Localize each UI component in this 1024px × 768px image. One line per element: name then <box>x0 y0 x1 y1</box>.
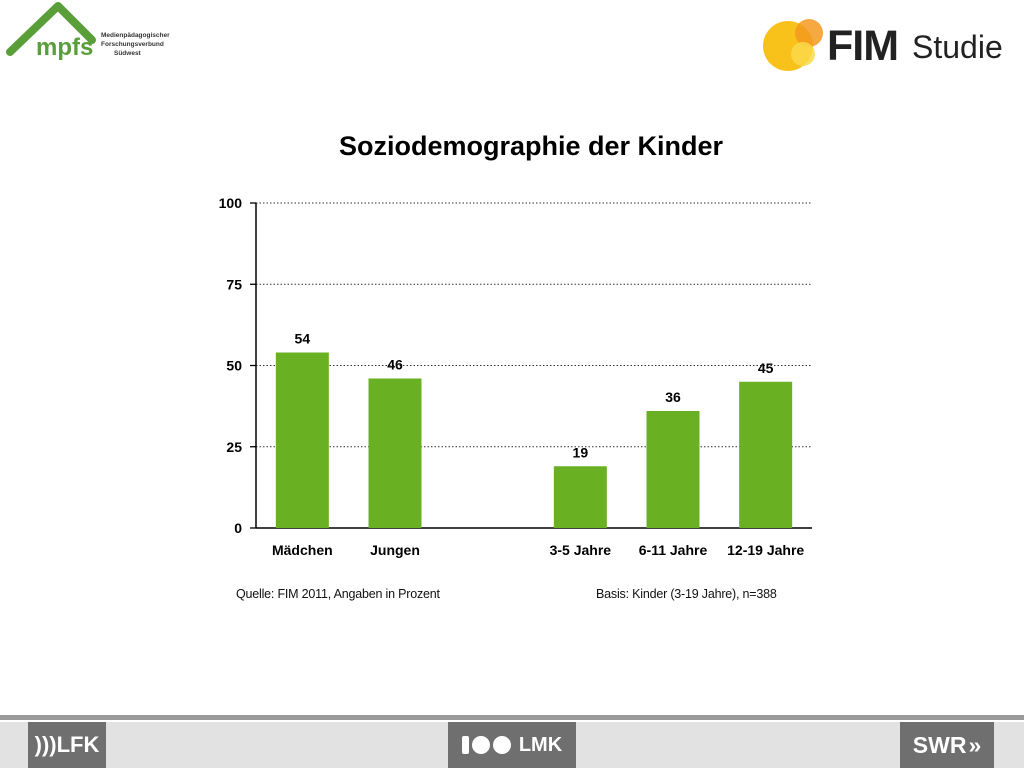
bar <box>646 411 700 528</box>
swr-chevrons-icon: » <box>968 731 982 758</box>
bar <box>275 352 329 528</box>
footer-rule <box>0 715 1024 720</box>
x-tick-label: Jungen <box>370 542 420 558</box>
source-note: Quelle: FIM 2011, Angaben in Prozent <box>236 587 440 601</box>
x-tick-label: Mädchen <box>272 542 333 558</box>
fim-studie-word: Studie <box>912 29 1003 65</box>
fim-wordmark: FIM <box>827 22 899 70</box>
data-label: 54 <box>295 331 311 347</box>
data-label: 36 <box>665 389 681 405</box>
lmk-wordmark: LMK <box>518 733 563 756</box>
bar <box>739 381 793 528</box>
mpfs-line-1: Medienpädagogischer <box>101 32 170 39</box>
mpfs-wordmark: mpfs <box>36 34 94 61</box>
data-label: 45 <box>758 360 774 376</box>
bar <box>368 378 422 528</box>
mpfs-line-3: Südwest <box>114 50 141 57</box>
y-tick-label: 50 <box>226 358 242 374</box>
fim-studie-logo: FIM Studie <box>760 10 1020 80</box>
swr-wordmark: SWR <box>912 731 967 758</box>
mpfs-logo: mpfs Medienpädagogischer Forschungsverbu… <box>6 0 176 68</box>
lmk-symbol-icon <box>461 736 511 754</box>
chart-title: Soziodemographie der Kinder <box>338 131 724 161</box>
x-tick-label: 3-5 Jahre <box>550 542 612 558</box>
x-tick-label: 6-11 Jahre <box>639 542 708 558</box>
mpfs-line-2: Forschungsverbund <box>101 41 164 48</box>
y-tick-label: 0 <box>234 520 242 536</box>
x-tick-label: 12-19 Jahre <box>727 542 804 558</box>
lmk-logo: LMK <box>448 722 576 768</box>
basis-note: Basis: Kinder (3-19 Jahre), n=388 <box>596 587 777 601</box>
y-tick-label: 75 <box>226 276 242 292</box>
y-tick-label: 100 <box>219 195 243 211</box>
y-tick-label: 25 <box>226 439 242 455</box>
lfk-logo: )))LFK <box>28 722 106 768</box>
mpfs-roof-icon <box>6 2 96 56</box>
fim-circles-icon <box>763 19 823 71</box>
data-label: 46 <box>387 357 403 373</box>
swr-logo: SWR » <box>900 722 994 768</box>
bar <box>553 466 607 528</box>
data-label: 19 <box>573 444 589 460</box>
